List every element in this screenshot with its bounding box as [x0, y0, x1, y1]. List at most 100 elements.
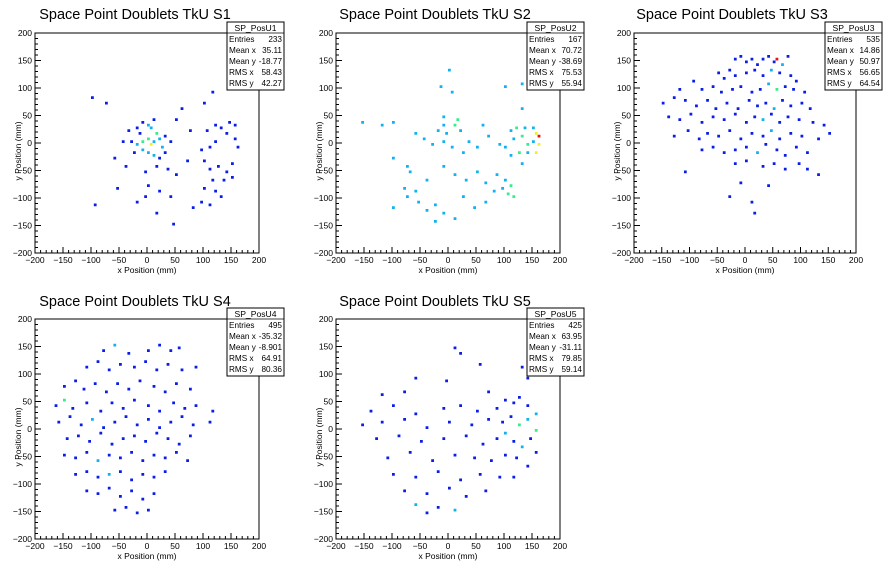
- y-tick-label: 100: [319, 369, 333, 379]
- histogram-bin: [534, 132, 538, 135]
- y-tick-label: 200: [18, 28, 32, 38]
- histogram-bin: [211, 409, 215, 413]
- stats-box: SP_PosU2 Entries 167 Mean x 70.72 Mean y -38.6…: [526, 21, 585, 91]
- histogram-bin: [180, 415, 184, 418]
- histogram-bin: [71, 407, 75, 410]
- histogram-bin: [189, 129, 192, 132]
- histogram-bin: [476, 145, 479, 149]
- x-tick-label: −150: [354, 255, 373, 265]
- histogram-bin: [110, 442, 114, 446]
- histogram-bin: [124, 506, 128, 509]
- histogram-bin: [534, 451, 538, 454]
- histogram-bin: [464, 178, 468, 182]
- y-tick-label: −200: [13, 248, 32, 258]
- histogram-bin: [722, 151, 726, 154]
- histogram-bin: [484, 200, 488, 204]
- histogram-bin: [166, 167, 170, 171]
- histogram-bin: [225, 132, 229, 135]
- chart-title: Space Point Doublets TkU S4: [39, 294, 231, 310]
- y-tick-label: 150: [18, 56, 32, 66]
- histogram-bin: [711, 115, 715, 119]
- plot-frame: [633, 32, 857, 254]
- histogram-bin: [222, 178, 226, 182]
- histogram-bin: [236, 145, 240, 149]
- histogram-bin: [462, 151, 465, 154]
- histogram-bin: [113, 156, 117, 160]
- histogram-bin: [85, 451, 89, 454]
- histogram-bin: [403, 418, 406, 421]
- stats-label: Mean y: [229, 57, 257, 66]
- histogram-bin: [518, 151, 521, 154]
- x-tick-label: 50: [170, 255, 180, 265]
- histogram-bin: [102, 426, 105, 429]
- histogram-bin: [828, 132, 832, 135]
- y-tick-label: 100: [319, 83, 333, 93]
- stats-value: 50.97: [860, 57, 881, 66]
- histogram-bin: [783, 154, 787, 157]
- x-tick-label: 0: [743, 255, 748, 265]
- histogram-bin: [800, 101, 804, 105]
- histogram-bin: [756, 104, 759, 108]
- x-tick-label: 100: [196, 541, 210, 551]
- histogram-bin: [105, 101, 108, 105]
- histogram-bin: [127, 387, 131, 391]
- x-tick-label: 150: [224, 541, 238, 551]
- histogram-bin: [152, 475, 156, 479]
- x-tick-label: 100: [793, 255, 807, 265]
- y-axis-label: y Position (mm): [612, 121, 622, 180]
- histogram-bin: [794, 145, 798, 149]
- x-tick-label: 0: [446, 255, 451, 265]
- histogram-bin: [434, 203, 437, 207]
- stats-value: 64.54: [860, 79, 881, 88]
- x-tick-label: −100: [382, 255, 401, 265]
- histogram-bin: [149, 143, 153, 146]
- histogram-bin: [186, 159, 189, 163]
- histogram-bin: [803, 90, 807, 94]
- histogram-bin: [431, 143, 434, 146]
- histogram-bin: [739, 137, 743, 141]
- stats-label: Mean x: [529, 46, 556, 55]
- histogram-bin: [672, 96, 676, 99]
- stats-label: Entries: [229, 35, 254, 44]
- histogram-bin: [180, 368, 184, 372]
- histogram-bin: [183, 407, 187, 410]
- histogram-bin: [769, 68, 773, 72]
- histogram-bin: [772, 60, 776, 64]
- histogram-bin: [380, 420, 384, 424]
- histogram-bin: [79, 423, 83, 427]
- histogram-bin: [512, 137, 516, 141]
- stats-value: 35.11: [262, 46, 282, 55]
- histogram-bin: [537, 143, 541, 146]
- histogram-bin: [420, 440, 423, 443]
- histogram-bin: [756, 63, 759, 66]
- stats-label: Mean y: [827, 57, 855, 66]
- histogram-bin: [175, 451, 178, 454]
- histogram-bin: [498, 475, 502, 479]
- histogram-bin: [392, 404, 395, 407]
- histogram-bin: [144, 195, 147, 198]
- x-tick-label: 50: [471, 255, 481, 265]
- y-tick-label: −200: [314, 534, 333, 544]
- histogram-bin: [219, 195, 223, 198]
- histogram-bin: [408, 170, 412, 174]
- y-tick-label: 50: [23, 111, 33, 121]
- histogram-bin: [96, 360, 100, 363]
- histogram-bin: [406, 165, 409, 168]
- histogram-bin: [442, 211, 446, 215]
- histogram-bin: [386, 456, 390, 460]
- histogram-bin: [501, 187, 504, 190]
- stats-value: 58.43: [262, 68, 283, 77]
- y-tick-label: −100: [13, 193, 32, 203]
- histogram-bin: [124, 415, 128, 418]
- histogram-bin: [175, 382, 178, 385]
- histogram-bin: [180, 107, 184, 110]
- histogram-bin: [806, 167, 809, 171]
- stats-box: SP_PosU3 Entries 535 Mean x 14.86 Mean y 50.97…: [824, 21, 883, 91]
- histogram-bin: [147, 184, 150, 187]
- histogram-bin: [523, 126, 527, 130]
- histogram-bin: [163, 470, 167, 473]
- histogram-bin: [203, 159, 206, 163]
- histogram-bin: [436, 129, 440, 132]
- histogram-bin: [425, 209, 429, 212]
- histogram-bin: [778, 71, 782, 75]
